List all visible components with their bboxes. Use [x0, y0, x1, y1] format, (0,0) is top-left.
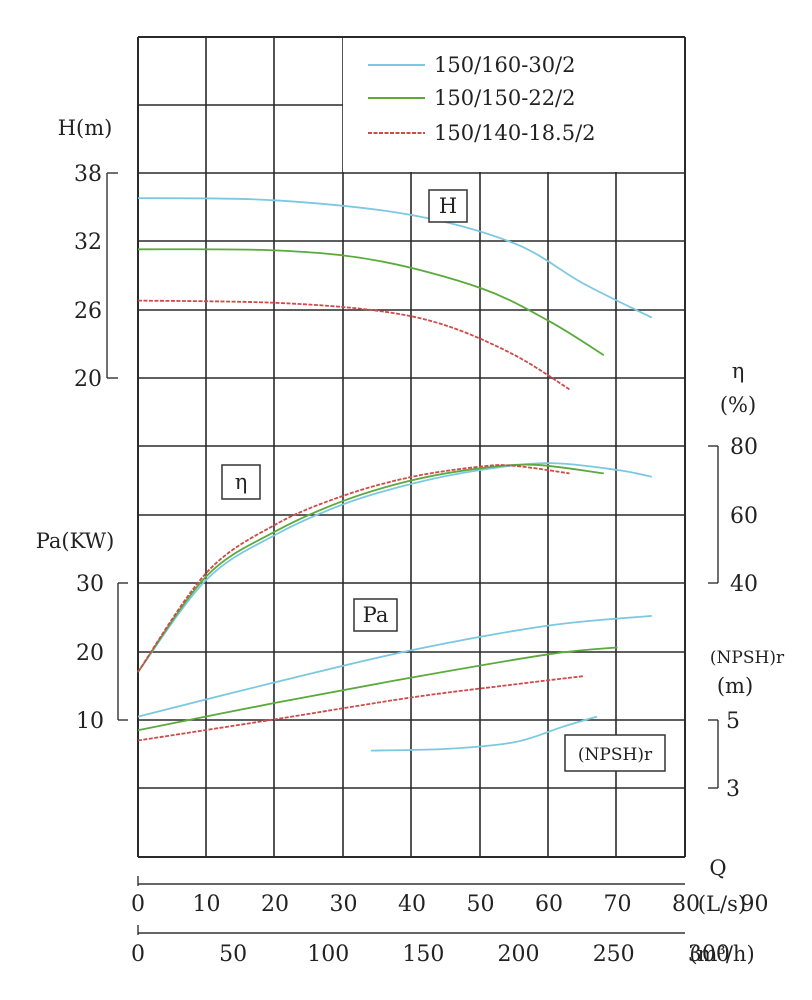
ls-tick-label: 90 — [741, 892, 769, 917]
power-curve-3 — [137, 675, 584, 742]
efficiency-curve-2 — [137, 463, 604, 673]
right-axes: η (%) 80 60 40 (NPSH)r (m) 5 3 — [708, 359, 785, 802]
power-axis-label: Pa(KW) — [36, 529, 115, 553]
npsh-tick-label: 3 — [726, 777, 740, 802]
power-curve-2 — [137, 646, 618, 732]
power-curve-label: Pa — [363, 603, 389, 627]
bottom-axes: Q 0 10 20 30 40 50 60 70 80 90(L/s) 0 50 100 150 200 250… — [131, 856, 769, 967]
ls-tick-label: 50 — [467, 892, 495, 917]
m3h-tick-label: 100 — [307, 942, 349, 967]
ls-tick-label: 70 — [604, 892, 632, 917]
head-tick-label: 38 — [74, 162, 102, 187]
m3h-tick-label: 200 — [498, 942, 540, 967]
power-tick-label: 10 — [76, 709, 104, 734]
power-curve-1 — [137, 615, 652, 718]
head-tick-label: 20 — [74, 367, 102, 392]
performance-curves — [137, 197, 653, 752]
left-axes: H(m) 38 32 26 20 Pa(KW) 30 20 10 — [36, 116, 128, 734]
eff-tick-label: 60 — [730, 504, 758, 529]
ls-tick-label: 80 — [672, 892, 700, 917]
head-curve-3 — [137, 299, 570, 391]
head-axis-label: H(m) — [58, 116, 113, 140]
m3h-tick-label: 150 — [402, 942, 444, 967]
chart-grid — [137, 36, 686, 858]
head-curve-label: H — [439, 194, 457, 218]
ls-tick-label: 30 — [330, 892, 358, 917]
eff-axis-label: η — [732, 359, 745, 383]
ls-tick-label: 10 — [193, 892, 221, 917]
legend: 150/160-30/2 150/150-22/2 150/140-18.5/2 — [343, 38, 684, 172]
eff-tick-label: 40 — [730, 572, 758, 597]
npsh-axis-label: (NPSH)r — [710, 648, 785, 668]
efficiency-curve-3 — [137, 464, 570, 673]
m3h-tick-label: 0 — [131, 942, 145, 967]
m3h-tick-label: 300 — [688, 942, 730, 967]
ls-unit-label: (L/s) — [698, 892, 746, 916]
head-tick-label: 26 — [74, 299, 102, 324]
eff-curve-box — [221, 464, 261, 500]
m3h-tick-label: 250 — [593, 942, 635, 967]
head-curve-1 — [137, 197, 653, 319]
legend-label: 150/150-22/2 — [434, 86, 576, 110]
npsh-axis-unit: (m) — [717, 674, 753, 698]
ls-tick-label: 20 — [261, 892, 289, 917]
power-curve-box — [353, 598, 398, 632]
curve-label-boxes: Hη Pa (NPSH)r — [221, 189, 666, 772]
npsh-curve-box — [564, 734, 666, 772]
legend-label: 150/160-30/2 — [434, 53, 576, 77]
head-curve-box — [428, 189, 468, 223]
head-curve-2 — [137, 248, 605, 356]
power-tick-label: 20 — [76, 641, 104, 666]
power-tick-label: 30 — [76, 572, 104, 597]
efficiency-curve-1 — [137, 462, 652, 673]
x-axis-label: Q — [709, 856, 726, 880]
m3h-unit-label: (m³/h) — [689, 942, 754, 966]
head-tick-label: 32 — [74, 230, 102, 255]
eff-axis-unit: (%) — [720, 393, 756, 417]
ls-tick-label: 60 — [535, 892, 563, 917]
legend-label: 150/140-18.5/2 — [434, 121, 596, 145]
eff-tick-label: 80 — [730, 435, 758, 460]
npsh-curve-label: (NPSH)r — [578, 745, 653, 765]
npsh-tick-label: 5 — [726, 709, 740, 734]
eff-curve-label: η — [235, 470, 248, 494]
m3h-tick-label: 50 — [219, 942, 247, 967]
npsh-curve-1 — [370, 715, 598, 752]
ls-tick-label: 40 — [398, 892, 426, 917]
legend-background — [343, 38, 684, 172]
ls-tick-label: 0 — [131, 892, 145, 917]
